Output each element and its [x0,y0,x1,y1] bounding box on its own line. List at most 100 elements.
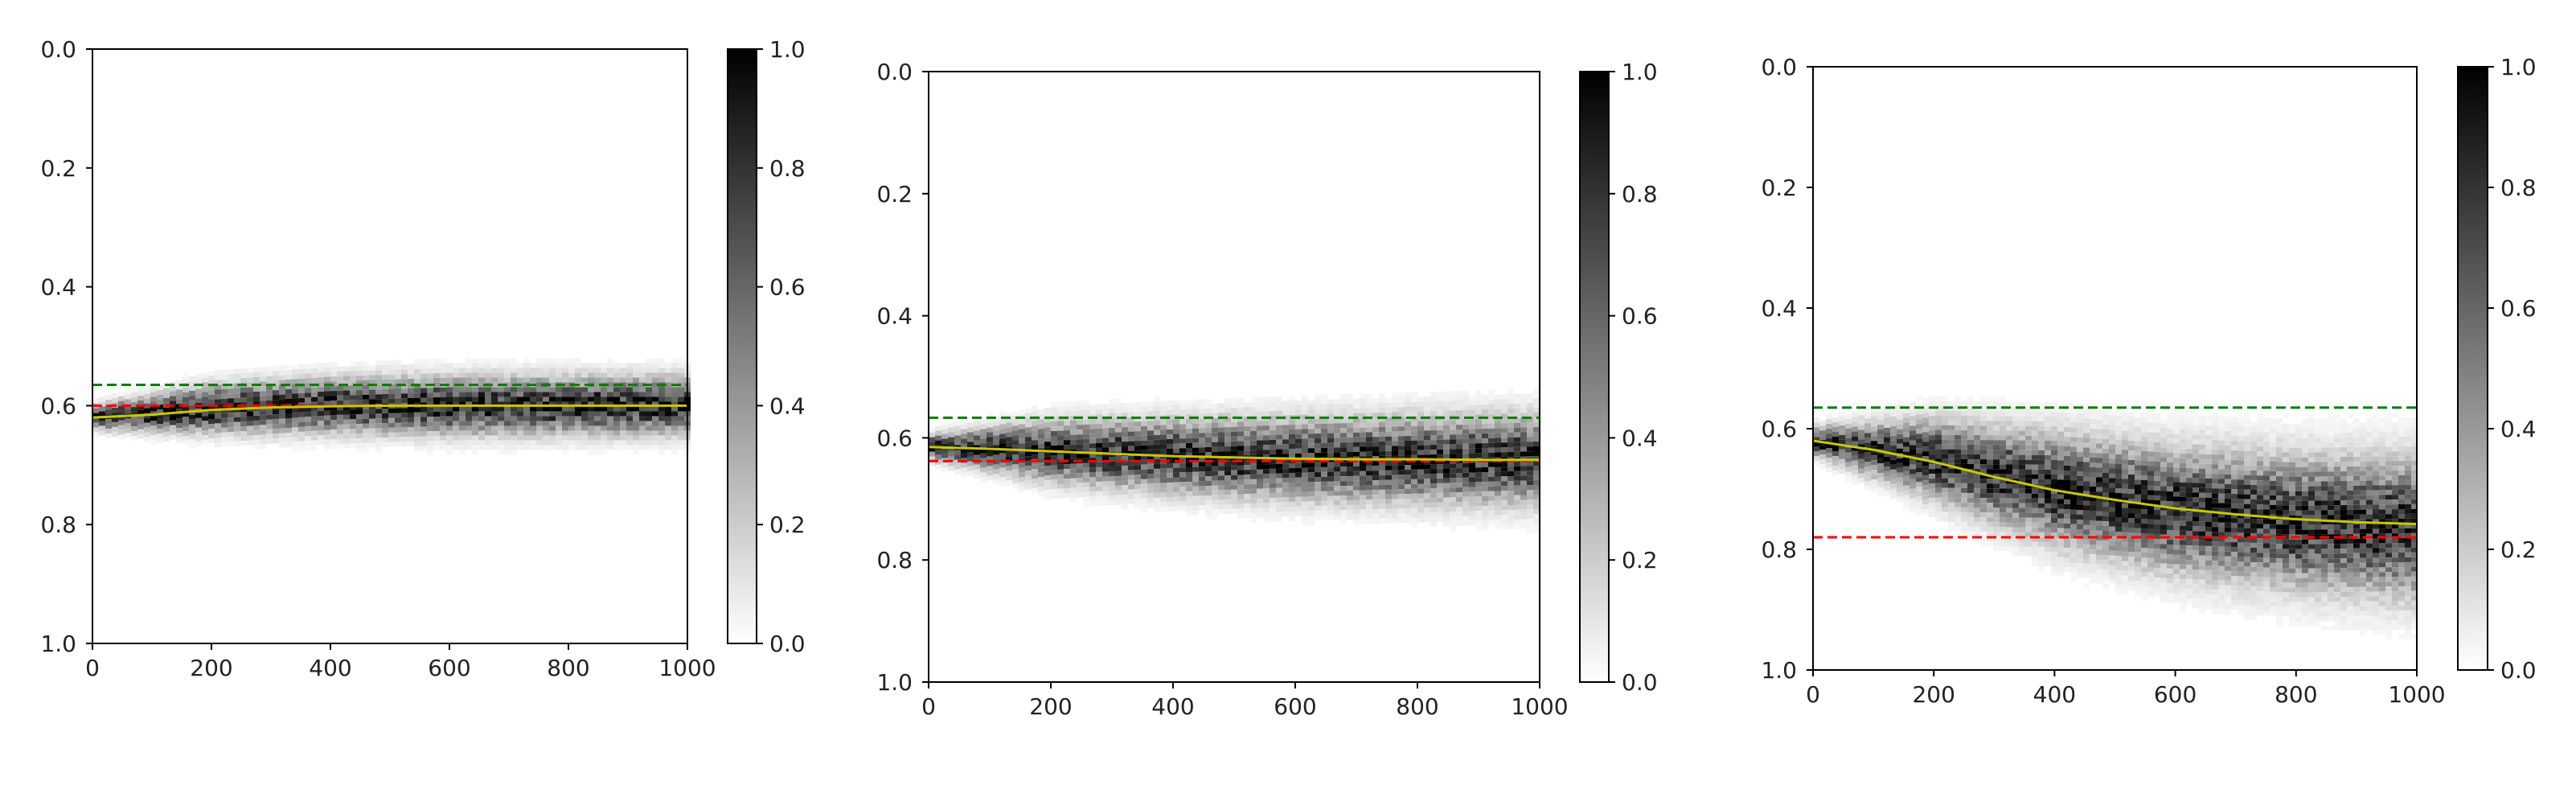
heatmap-cell [1360,466,1366,471]
heatmap-cell [1955,434,1961,440]
heatmap-cell [150,406,157,412]
heatmap-cell [234,368,240,374]
heatmap-cell [2012,527,2019,532]
heatmap-cell [1044,451,1051,457]
heatmap-cell [1321,442,1327,448]
heatmap-cell [588,450,594,455]
heatmap-cell [1993,397,2000,402]
heatmap-cell [2057,426,2064,432]
heatmap-cell [2090,438,2096,443]
heatmap-cell [356,438,363,444]
heatmap-cell [395,437,401,442]
heatmap-cell [1967,478,1974,483]
heatmap-cell [1218,417,1224,423]
heatmap-cell [1340,520,1347,525]
heatmap-cell [1469,491,1475,497]
heatmap-cell [1450,420,1456,425]
heatmap-cell [1231,402,1237,408]
heatmap-cell [2019,508,2025,513]
heatmap-cell [1839,458,1845,464]
heatmap-cell [356,385,363,391]
heatmap-cell [298,446,305,451]
heatmap-cell [1276,429,1282,435]
heatmap-cell [131,417,137,422]
heatmap-cell [1308,520,1315,526]
heatmap-cell [2038,416,2045,421]
heatmap-cell [1218,485,1224,491]
heatmap-cell [1495,418,1501,424]
heatmap-cell [1903,451,1909,457]
heatmap-cell [1942,502,1948,508]
heatmap-cell [1398,465,1405,471]
heatmap-cell [543,387,549,392]
heatmap-cell [1257,411,1263,417]
heatmap-cell [1929,474,1935,479]
heatmap-cell [1032,454,1038,460]
heatmap-cell [1942,449,1948,454]
heatmap-cell [1961,502,1967,508]
heatmap-cell [1520,422,1527,428]
heatmap-cell [1826,467,1832,473]
heatmap-cell [1089,482,1096,487]
heatmap-cell [453,411,459,417]
heatmap-cell [183,431,189,437]
heatmap-cell [1903,422,1909,428]
heatmap-cell [549,397,556,402]
heatmap-cell [1173,477,1179,483]
heatmap-cell [2045,508,2051,513]
heatmap-cell [2096,409,2102,415]
heatmap-cell [1475,477,1482,483]
heatmap-cell [1154,429,1160,435]
heatmap-cell [1263,430,1270,436]
heatmap-cell [1482,496,1488,502]
heatmap-cell [189,429,195,434]
heatmap-cell [1250,450,1257,455]
heatmap-cell [1102,423,1109,429]
heatmap-cell [1096,452,1102,458]
heatmap-cell [1890,440,1897,446]
heatmap-cell [974,469,980,475]
heatmap-cell [1385,503,1392,509]
heatmap-cell [1109,422,1115,428]
heatmap-cell [2000,459,2006,465]
heatmap-cell [2064,412,2070,417]
heatmap-cell [388,408,395,413]
heatmap-cell [1993,503,2000,508]
heatmap-cell [1379,475,1385,480]
heatmap-cell [1379,436,1385,442]
heatmap-cell [189,395,195,401]
heatmap-cell [2051,440,2057,446]
heatmap-cell [581,372,588,378]
heatmap-cell [382,423,388,429]
heatmap-cell [1495,486,1501,491]
heatmap-cell [1411,425,1417,431]
heatmap-cell [671,435,678,441]
heatmap-cell [594,397,601,402]
heatmap-cell [318,406,324,412]
heatmap-cell [1186,476,1192,482]
heatmap-cell [1192,462,1199,467]
heatmap-cell [948,456,954,462]
heatmap-cell [1967,526,1974,532]
heatmap-cell [485,421,491,426]
heatmap-cell [1070,410,1077,416]
heatmap-cell [2012,503,2019,508]
heatmap-cell [961,434,967,439]
heatmap-cell [575,372,581,378]
heatmap-cell [305,407,311,413]
heatmap-cell [1437,516,1443,522]
heatmap-cell [575,397,581,402]
heatmap-cell [2045,498,2051,503]
heatmap-cell [1077,444,1083,450]
heatmap-cell [536,401,543,407]
heatmap-cell [1366,480,1372,486]
heatmap-cell [1392,441,1398,446]
heatmap-cell [1942,512,1948,517]
heatmap-cell [485,358,491,364]
heatmap-cell [1450,439,1456,445]
heatmap-cell [1942,507,1948,512]
heatmap-cell [1257,479,1263,484]
heatmap-cell [1057,469,1064,475]
heatmap-cell [170,420,176,425]
heatmap-cell [1032,411,1038,417]
